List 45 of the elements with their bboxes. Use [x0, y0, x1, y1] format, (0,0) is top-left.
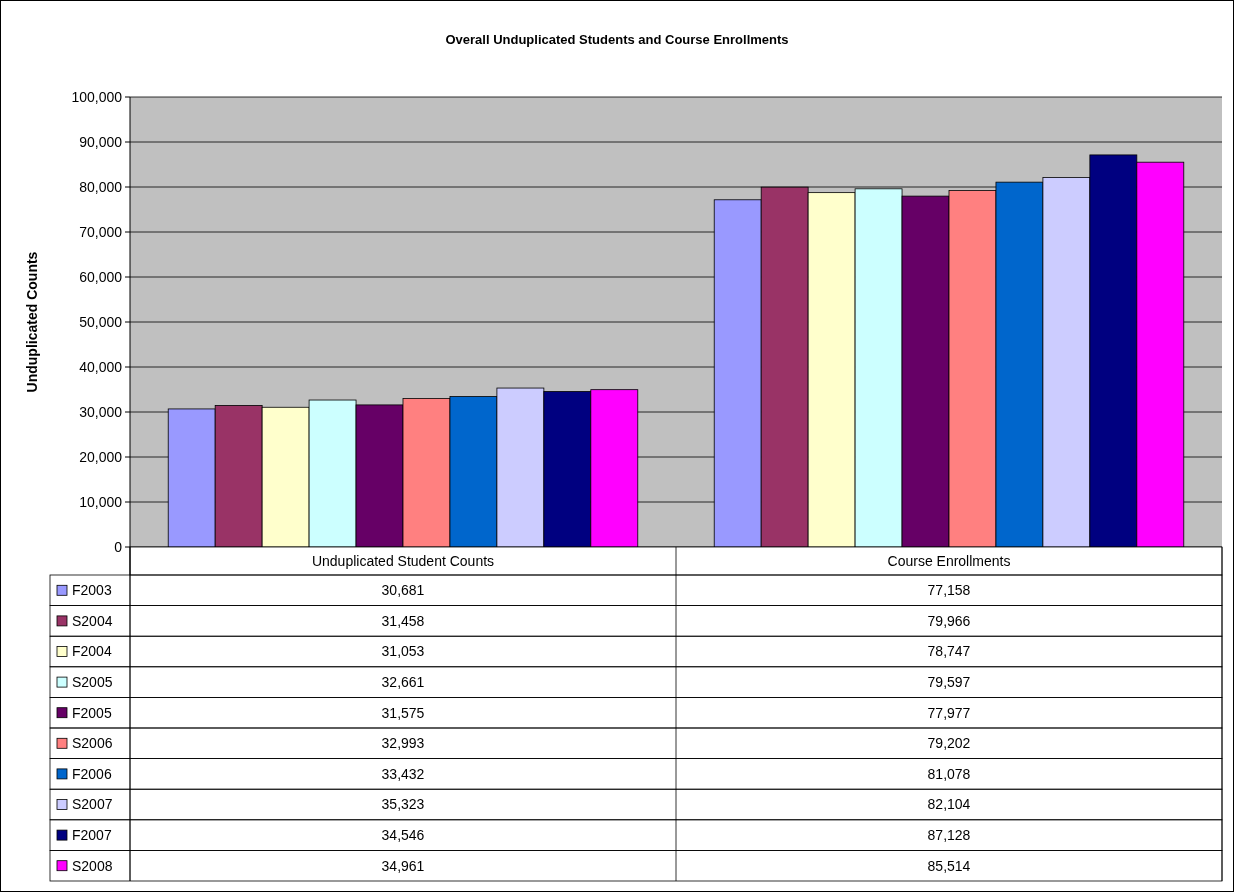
- legend-label: S2007: [72, 796, 113, 813]
- data-label: 82,104: [927, 796, 971, 813]
- chart-title: Overall Unduplicated Students and Course Enrollments: [445, 32, 789, 47]
- y-tick-label: 50,000: [79, 313, 123, 330]
- data-label: 31,053: [381, 643, 425, 660]
- data-label: 35,323: [381, 796, 425, 813]
- legend-label: F2006: [72, 765, 112, 782]
- data-label: 32,661: [381, 674, 425, 690]
- legend-label: S2005: [72, 674, 113, 690]
- data-label: 32,993: [381, 735, 425, 752]
- data-label: 79,966: [927, 612, 971, 629]
- y-axis-title: Unduplicated Counts: [24, 251, 40, 393]
- legend-label: F2003: [72, 582, 112, 599]
- data-label: 85,514: [927, 857, 971, 874]
- y-tick-label: 10,000: [79, 493, 123, 510]
- y-tick-label: 100,000: [71, 88, 123, 105]
- legend-label: F2005: [72, 704, 112, 721]
- data-label: 34,961: [381, 857, 425, 874]
- data-label: 31,458: [381, 612, 425, 629]
- data-label: 34,546: [381, 827, 425, 843]
- legend-label: S2006: [72, 735, 113, 752]
- y-tick-label: 60,000: [79, 268, 123, 285]
- x-tick-label: Unduplicated Student Counts: [311, 552, 495, 569]
- data-label: 30,681: [381, 582, 425, 599]
- data-label: 77,158: [927, 582, 971, 599]
- legend-label: S2004: [72, 612, 113, 629]
- y-tick-label: 70,000: [79, 223, 123, 240]
- data-label: 79,597: [927, 674, 971, 690]
- y-tick-label: 40,000: [79, 358, 123, 375]
- data-label: 31,575: [381, 704, 425, 721]
- y-tick-label: 0: [114, 538, 123, 555]
- y-tick-label: 30,000: [79, 403, 123, 420]
- x-tick-label: Course Enrollments: [887, 552, 1011, 569]
- y-tick-label: 90,000: [79, 133, 123, 150]
- y-tick-label: 20,000: [79, 448, 123, 465]
- legend-label: F2004: [72, 643, 112, 660]
- data-label: 79,202: [927, 735, 971, 752]
- legend-label: F2007: [72, 827, 112, 843]
- y-tick-label: 80,000: [79, 178, 123, 195]
- data-label: 78,747: [927, 643, 971, 660]
- data-label: 33,432: [381, 765, 425, 782]
- legend-label: S2008: [72, 857, 113, 874]
- data-label: 87,128: [927, 827, 971, 843]
- data-label: 77,977: [927, 704, 971, 721]
- data-label: 81,078: [927, 765, 971, 782]
